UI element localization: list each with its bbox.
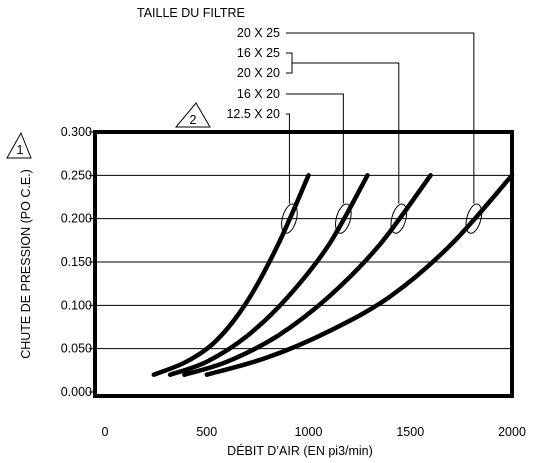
y-tick-label: 0.000 <box>61 385 92 399</box>
svg-text:2: 2 <box>190 113 197 127</box>
callout-ellipse <box>335 203 352 234</box>
callout-ellipse <box>390 203 408 234</box>
callout-leader <box>286 93 344 204</box>
x-tick-label: 2000 <box>498 425 526 439</box>
y-tick-label: 0.250 <box>61 168 92 182</box>
note-marker-1: 1 <box>6 131 32 159</box>
callout-ellipse <box>465 203 483 234</box>
callout-leader <box>292 62 400 204</box>
series-line-1 <box>151 173 311 377</box>
x-tick-label: 1000 <box>295 425 323 439</box>
callout-leader <box>286 113 290 204</box>
legend-label-20x20: 20 X 20 <box>237 66 280 80</box>
y-tick-label: 0.200 <box>61 212 92 226</box>
callout-ellipse <box>281 203 298 234</box>
legend-callouts <box>281 32 483 234</box>
legend-label-16x25: 16 X 25 <box>237 46 280 60</box>
series-line-2 <box>167 173 370 377</box>
grid-lines <box>89 131 512 393</box>
series-line-3 <box>182 173 433 377</box>
legend-label-16x20: 16 X 20 <box>237 87 280 101</box>
legend-label-12-5x20: 12.5 X 20 <box>226 107 280 121</box>
x-axis-label: DÉBIT D’AIR (EN pi3/min) <box>227 443 373 458</box>
y-axis-label: CHUTE DE PRESSION (PO C.E.) <box>19 169 33 359</box>
series-curves <box>151 173 515 377</box>
x-tick-label: 500 <box>196 425 217 439</box>
note-marker-2: 2 <box>174 102 211 128</box>
plot-frame <box>93 130 514 398</box>
legend-title: TAILLE DU FILTRE <box>137 6 245 20</box>
series-line-4 <box>204 173 515 377</box>
y-tick-label: 0.100 <box>61 298 92 312</box>
callout-leader <box>286 32 475 204</box>
x-tick-label: 0 <box>102 425 109 439</box>
legend-label-20x25: 20 X 25 <box>237 26 280 40</box>
svg-text:1: 1 <box>17 143 24 157</box>
y-tick-label: 0.150 <box>61 255 92 269</box>
y-tick-label: 0.300 <box>61 125 92 139</box>
x-tick-label: 1500 <box>396 425 424 439</box>
callout-bracket <box>286 52 293 74</box>
tick-labels: 0.000 0.050 0.100 0.150 0.200 0.250 0.300 0 500 1… <box>61 125 526 439</box>
y-tick-label: 0.050 <box>61 342 92 356</box>
